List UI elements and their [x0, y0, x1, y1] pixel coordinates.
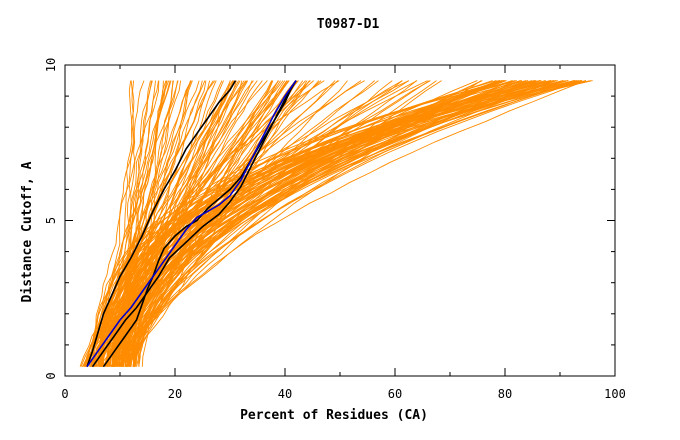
model-curve	[129, 80, 583, 367]
model-curves	[79, 80, 593, 368]
model-curve	[134, 80, 564, 367]
model-curve	[112, 80, 431, 367]
tick-label: 80	[498, 387, 512, 401]
model-curve	[91, 80, 322, 367]
x-axis-label: Percent of Residues (CA)	[240, 408, 428, 423]
model-curve	[84, 80, 179, 367]
highlight-curve	[86, 80, 297, 368]
model-curve	[95, 80, 362, 367]
model-curve	[101, 80, 506, 367]
model-curve	[102, 80, 365, 367]
model-curve	[130, 80, 320, 367]
tick-label: 10	[44, 58, 58, 72]
chart-title: T0987-D1	[317, 17, 380, 32]
model-curve	[102, 80, 501, 367]
y-axis-label: Distance Cutoff, A	[20, 161, 35, 302]
model-curve	[84, 80, 159, 367]
model-curve	[119, 80, 348, 367]
model-curve	[112, 80, 482, 367]
model-curve	[134, 80, 417, 367]
tick-label: 5	[44, 217, 58, 224]
model-curve	[113, 80, 437, 367]
tick-label: 0	[44, 372, 58, 379]
model-curve	[90, 80, 552, 367]
model-curve	[99, 80, 500, 367]
model-curve	[124, 80, 587, 367]
tick-label: 40	[278, 387, 292, 401]
model-curve	[136, 80, 557, 367]
tick-label: 0	[61, 387, 68, 401]
model-curve	[133, 80, 393, 367]
highlight-curve	[91, 80, 297, 368]
tick-label: 20	[168, 387, 182, 401]
tick-label: 60	[388, 387, 402, 401]
model-curve	[111, 80, 375, 367]
model-curve	[97, 80, 325, 367]
axis-ticks: 0 20 40 60 80 100 0 5 10	[44, 58, 626, 401]
highlight-curve	[86, 80, 237, 367]
model-curve	[107, 80, 483, 367]
tick-label: 100	[604, 387, 626, 401]
highlighted-curves	[86, 80, 297, 368]
model-curve	[100, 80, 410, 367]
